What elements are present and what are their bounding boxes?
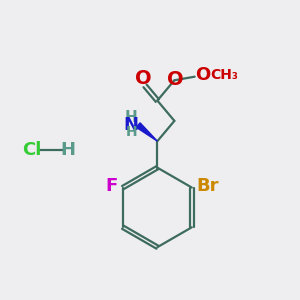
Text: Br: Br [197,177,219,195]
Polygon shape [136,123,158,141]
Text: O: O [195,66,211,84]
Text: O: O [135,69,152,88]
Text: H: H [60,141,75,159]
Text: Cl: Cl [22,141,42,159]
Text: H: H [125,124,137,139]
Text: N: N [123,116,138,134]
Text: O: O [167,70,183,89]
Text: H: H [124,110,137,125]
Text: CH₃: CH₃ [210,68,238,82]
Text: F: F [105,177,117,195]
